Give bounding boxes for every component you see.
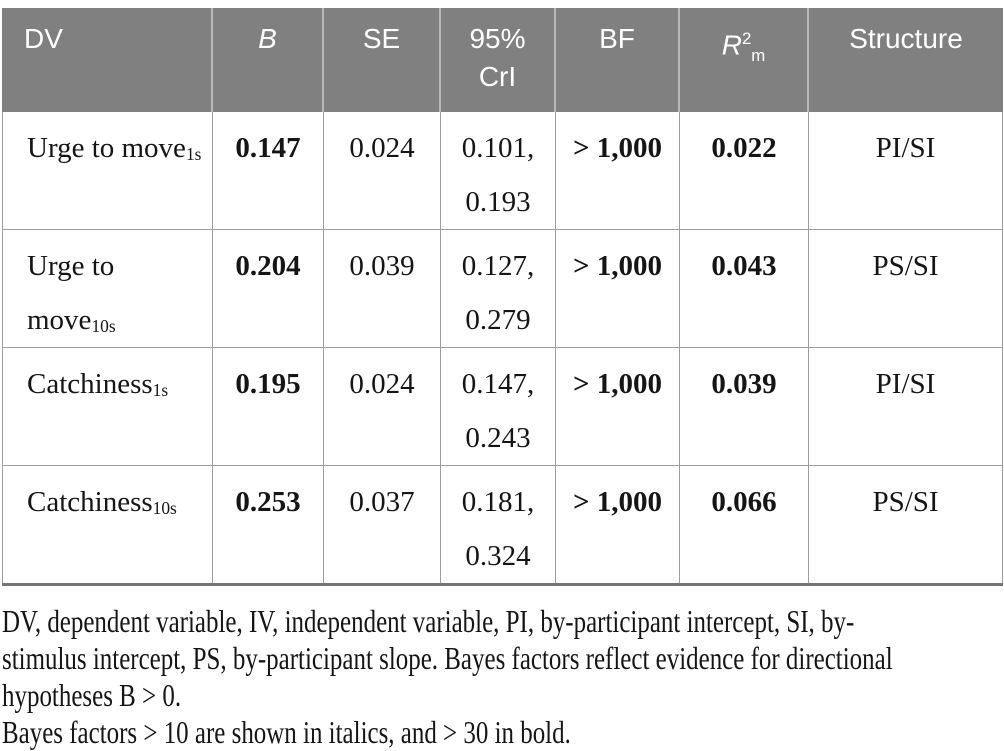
- cell-structure: PI/SI: [809, 112, 1003, 230]
- dv-label: Catchiness: [27, 368, 153, 400]
- cri-lower: 0.181,: [461, 486, 535, 518]
- cell-dv: Urge to move1s: [2, 112, 213, 230]
- table-row-catchiness-1s: Catchiness1s 0.195 0.024 0.147, 0.243 > …: [2, 348, 1003, 466]
- cell-b: 0.195: [213, 348, 324, 466]
- cell-se: 0.024: [324, 112, 441, 230]
- header-cell-structure: Structure: [809, 8, 1003, 112]
- header-label-se: SE: [362, 23, 401, 54]
- footnote-line: stimulus intercept, PS, by-participant s…: [2, 640, 893, 676]
- cell-b: 0.204: [213, 230, 324, 348]
- header-cell-cri: 95% CrI: [441, 8, 556, 112]
- cell-cri: 0.181, 0.324: [441, 466, 556, 583]
- cell-b: 0.253: [213, 466, 324, 583]
- dv-label: Catchiness: [27, 486, 153, 518]
- table-header-row: DV B SE 95% CrI BF R2m Structure: [2, 8, 1003, 112]
- dv-label: Urge to move: [27, 132, 186, 164]
- dv-label: Urge to: [27, 250, 115, 282]
- cell-bf: > 1,000: [556, 230, 680, 348]
- cri-lower: 0.127,: [461, 250, 535, 282]
- header-cell-se: SE: [324, 8, 441, 112]
- dv-subscript: 1s: [152, 380, 169, 401]
- header-cell-dv: DV: [2, 8, 213, 112]
- cell-r2m: 0.043: [680, 230, 809, 348]
- dv-subscript: 10s: [152, 498, 177, 519]
- cell-se: 0.024: [324, 348, 441, 466]
- cell-bf: > 1,000: [556, 466, 680, 583]
- header-label-r2-sub: m: [751, 45, 766, 65]
- cell-r2m: 0.022: [680, 112, 809, 230]
- footnote-line: Bayes factors > 10 are shown in italics,…: [2, 714, 571, 750]
- cell-bf: > 1,000: [556, 112, 680, 230]
- dv-subscript-line2: 10s: [91, 316, 116, 337]
- header-label-cri-line2: CrI: [478, 61, 517, 92]
- cell-cri: 0.127, 0.279: [441, 230, 556, 348]
- cell-structure: PS/SI: [809, 466, 1003, 583]
- header-label-cri-line1: 95%: [469, 23, 526, 54]
- cri-upper: 0.324: [465, 540, 531, 572]
- header-label-r2-sup: 2: [741, 29, 752, 48]
- cell-se: 0.037: [324, 466, 441, 583]
- cell-se: 0.039: [324, 230, 441, 348]
- footnote-line: DV, dependent variable, IV, independent …: [2, 603, 855, 639]
- footnote-line: hypotheses B > 0.: [2, 677, 182, 713]
- header-label-bf: BF: [599, 23, 635, 54]
- cell-r2m: 0.039: [680, 348, 809, 466]
- dv-label-line2: move: [27, 304, 92, 336]
- cell-cri: 0.101, 0.193: [441, 112, 556, 230]
- cri-lower: 0.101,: [461, 132, 535, 164]
- cri-upper: 0.193: [465, 186, 531, 218]
- dv-subscript: 1s: [185, 144, 202, 165]
- cell-cri: 0.147, 0.243: [441, 348, 556, 466]
- mixed-model-results-table: DV B SE 95% CrI BF R2m Structure Urge to…: [2, 8, 1003, 586]
- cell-r2m: 0.066: [680, 466, 809, 583]
- header-cell-r2m: R2m: [680, 8, 809, 112]
- cell-dv: Urge to move10s: [2, 230, 213, 348]
- cell-bf: > 1,000: [556, 348, 680, 466]
- header-cell-bf: BF: [556, 8, 680, 112]
- header-cell-b: B: [213, 8, 324, 112]
- cell-dv: Catchiness1s: [2, 348, 213, 466]
- cell-dv: Catchiness10s: [2, 466, 213, 583]
- table-footnote: DV, dependent variable, IV, independent …: [2, 603, 1004, 751]
- header-label-r2-base: R: [721, 29, 742, 61]
- cri-lower: 0.147,: [461, 368, 535, 400]
- cell-b: 0.147: [213, 112, 324, 230]
- cri-upper: 0.243: [465, 422, 531, 454]
- table-row-urge-to-move-10s: Urge to move10s 0.204 0.039 0.127, 0.279…: [2, 230, 1003, 348]
- cri-upper: 0.279: [465, 304, 531, 336]
- cell-structure: PI/SI: [809, 348, 1003, 466]
- header-label-dv: DV: [24, 23, 63, 54]
- table-row-catchiness-10s: Catchiness10s 0.253 0.037 0.181, 0.324 >…: [2, 466, 1003, 583]
- header-label-structure: Structure: [849, 23, 963, 54]
- cell-structure: PS/SI: [809, 230, 1003, 348]
- table-row-urge-to-move-1s: Urge to move1s 0.147 0.024 0.101, 0.193 …: [2, 112, 1003, 230]
- header-label-b: B: [258, 23, 277, 54]
